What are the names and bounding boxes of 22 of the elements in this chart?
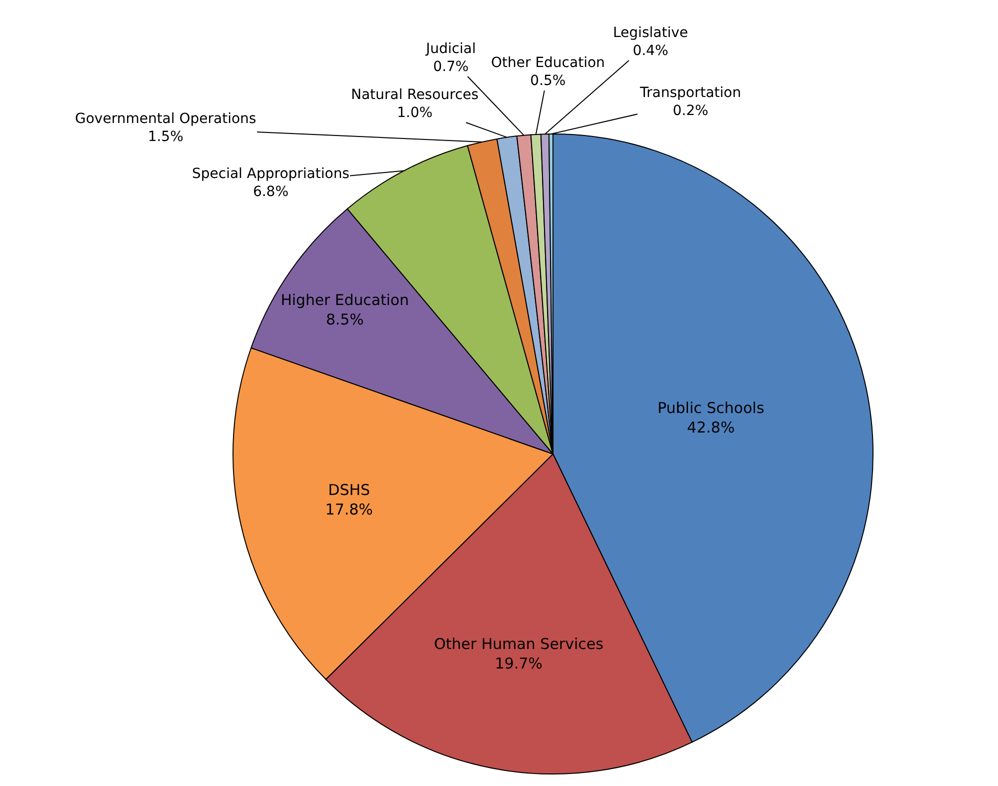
slice-label: Higher Education [280, 291, 409, 310]
data-label: 42.8% [687, 418, 735, 437]
data-label: 8.5% [326, 310, 364, 329]
data-label: 0.5% [530, 73, 566, 90]
slice-label: Legislative [613, 25, 688, 41]
data-label: 1.5% [148, 129, 184, 146]
data-label: 1.0% [397, 105, 433, 122]
data-label: 0.7% [433, 59, 469, 76]
slice-label: Natural Resources [351, 87, 479, 103]
data-label: 17.8% [325, 500, 373, 519]
slice-label: DSHS [328, 481, 370, 500]
data-label: 19.7% [494, 654, 543, 672]
data-label: 6.8% [252, 184, 289, 200]
slice-label: Governmental Operations [75, 111, 256, 127]
slice-label: Judicial [425, 41, 476, 57]
data-label: 0.2% [672, 103, 708, 120]
slice-label: Special Appropriations [192, 166, 350, 182]
data-label: 0.4% [632, 43, 668, 60]
slice-label: Public Schools [657, 399, 764, 418]
slice-label: Transportation [639, 85, 742, 101]
slice-label: Other Human Services [434, 634, 604, 653]
slice-label: Other Education [491, 55, 605, 71]
